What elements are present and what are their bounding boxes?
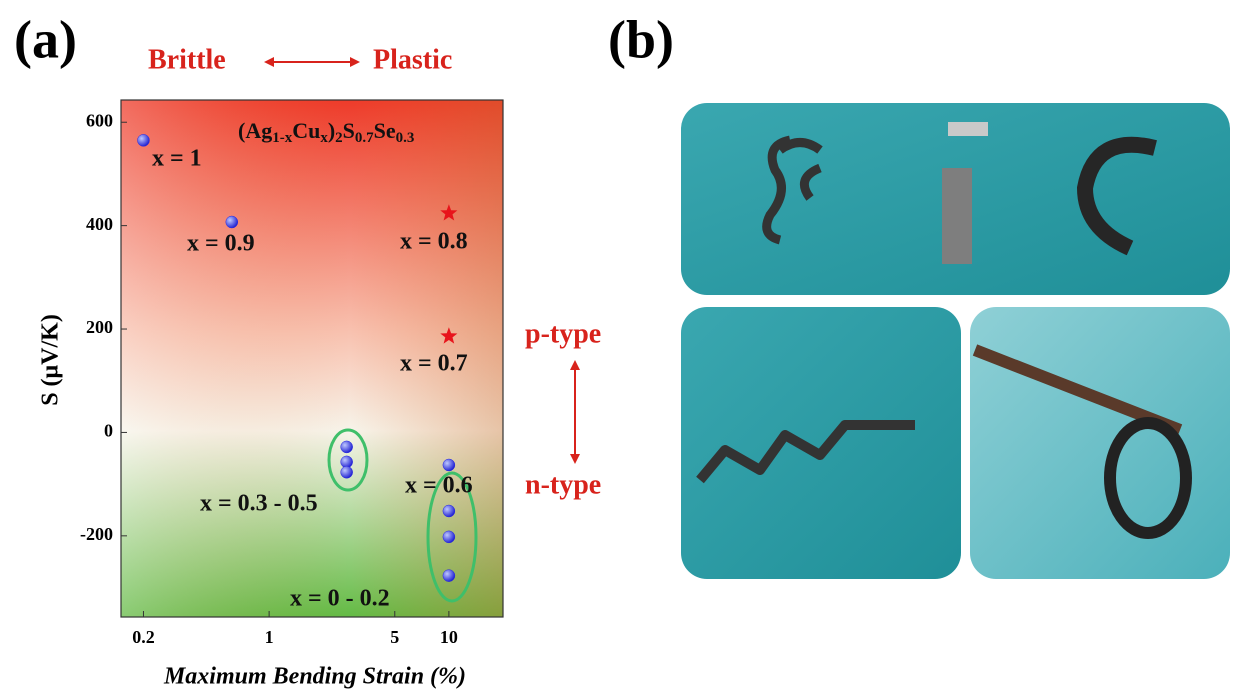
y-tick-label: 400 — [86, 214, 113, 234]
point — [137, 134, 149, 146]
photos — [681, 103, 1230, 579]
x-axis-label: Maximum Bending Strain (%) — [163, 664, 466, 690]
header-right: Plastic — [373, 44, 452, 75]
formula-part: Cu — [292, 118, 320, 143]
y-tick-label: -200 — [80, 524, 113, 544]
point — [443, 505, 455, 517]
formula-part: S — [343, 118, 355, 143]
annotation: x = 0.3 - 0.5 — [200, 491, 318, 517]
photo-sample — [942, 168, 972, 264]
annotation: x = 0.6 — [405, 473, 473, 499]
panel-label: (b) — [608, 9, 674, 69]
header-left: Brittle — [148, 44, 226, 75]
point — [341, 466, 353, 478]
annotation: x = 0 - 0.2 — [290, 586, 390, 612]
y-tick-label: 200 — [86, 317, 113, 337]
annotation: x = 0.7 — [400, 351, 468, 377]
formula-sub: 0.3 — [396, 130, 415, 146]
annotation: x = 0.8 — [400, 229, 468, 255]
point — [226, 216, 238, 228]
point — [443, 531, 455, 543]
y-tick-label: 0 — [104, 421, 113, 441]
figure: (a) (b) Brittle Plastic p-type n-type (A… — [0, 0, 1234, 693]
x-tick-label: 0.2 — [132, 627, 155, 647]
side-label: p-type — [525, 318, 601, 349]
x-tick-label: 5 — [390, 627, 399, 647]
panel-label: (a) — [14, 9, 77, 69]
formula-sub: 0.7 — [355, 130, 374, 146]
formula-sub: 2 — [335, 130, 343, 146]
y-axis-label: S (μV/K) — [38, 314, 64, 406]
side-label: n-type — [525, 469, 601, 500]
formula-part: (Ag — [238, 118, 272, 143]
photo — [970, 307, 1230, 579]
point — [443, 459, 455, 471]
annotation: x = 0.9 — [187, 231, 255, 257]
page: (a) (b) Brittle Plastic p-type n-type (A… — [0, 0, 1234, 693]
formula-part: Se — [374, 118, 396, 143]
annotation: x = 1 — [152, 146, 202, 172]
formula-sub: 1-x — [272, 130, 292, 146]
point — [341, 441, 353, 453]
x-tick-label: 1 — [265, 627, 274, 647]
photo — [681, 307, 961, 579]
point — [443, 570, 455, 582]
x-tick-label: 10 — [440, 627, 458, 647]
photo-sample — [948, 122, 988, 136]
y-tick-label: 600 — [86, 110, 113, 130]
formula-part: ) — [328, 118, 335, 143]
